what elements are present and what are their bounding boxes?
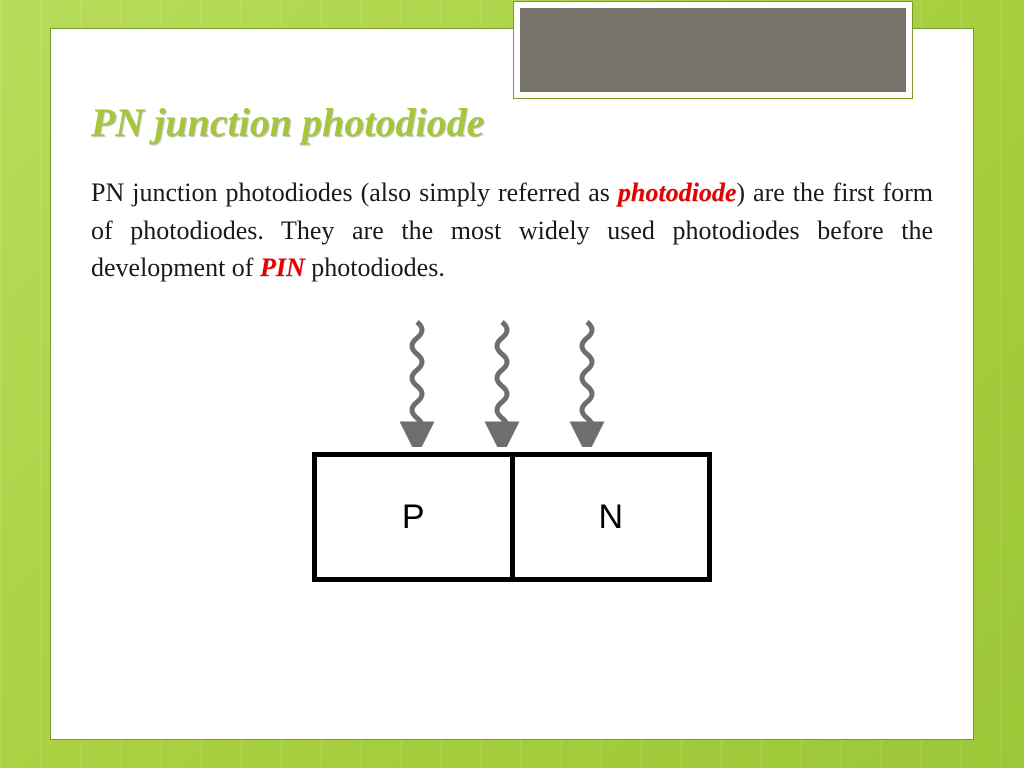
header-tab — [513, 1, 913, 99]
header-tab-fill — [520, 8, 906, 92]
p-region: P — [317, 457, 510, 577]
highlight-pin: PIN — [260, 253, 305, 282]
text-seg3: photodiodes. — [305, 253, 445, 282]
pn-diagram: P N — [302, 317, 722, 617]
slide-frame: PN junction photodiode PN junction photo… — [50, 28, 974, 740]
slide-title: PN junction photodiode — [91, 99, 933, 146]
slide-content: PN junction photodiode PN junction photo… — [91, 99, 933, 709]
text-seg1: PN junction photodiodes (also simply ref… — [91, 178, 618, 207]
n-region: N — [515, 457, 708, 577]
pn-junction-box: P N — [312, 452, 712, 582]
light-arrows-icon — [377, 317, 637, 447]
slide-paragraph: PN junction photodiodes (also simply ref… — [91, 174, 933, 287]
highlight-photodiode: photodiode — [618, 178, 736, 207]
